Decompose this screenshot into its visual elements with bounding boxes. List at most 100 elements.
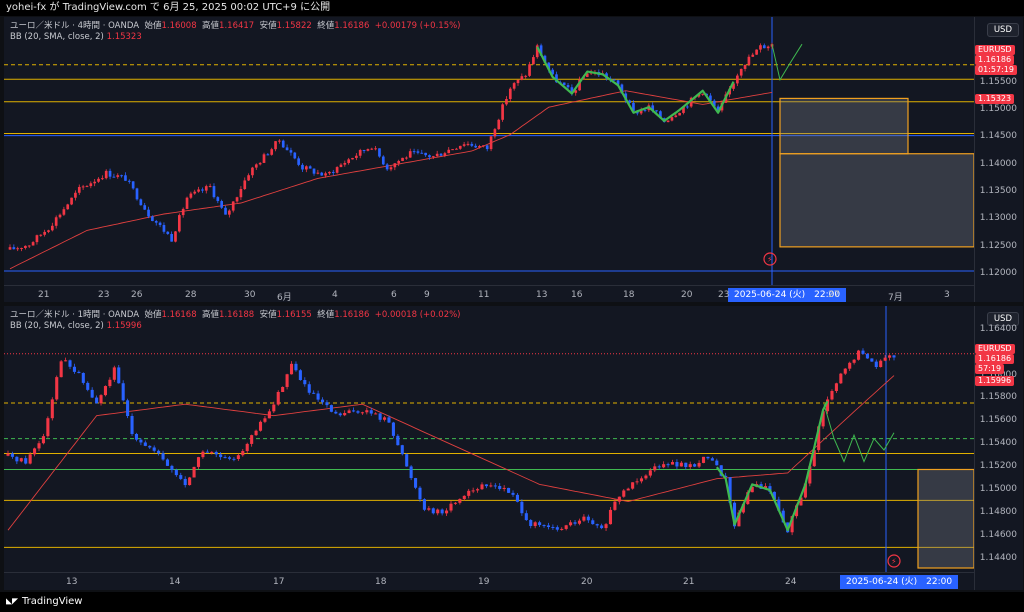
- candle: [493, 127, 497, 139]
- candle: [511, 490, 515, 497]
- currency-unit[interactable]: USD: [986, 312, 1019, 326]
- candle: [532, 54, 535, 65]
- candle: [674, 113, 678, 118]
- candle: [370, 147, 374, 150]
- wave-count-line[interactable]: [715, 400, 829, 532]
- candle: [750, 486, 754, 493]
- time-axis-label: 4: [332, 290, 338, 300]
- price-axis-label: 1.15800: [979, 392, 1017, 403]
- candle: [312, 168, 316, 176]
- wave-count-line[interactable]: [536, 46, 735, 123]
- time-axis-label: 3: [944, 290, 950, 300]
- candle: [192, 466, 196, 478]
- candle: [95, 395, 99, 404]
- chart-panel-1h[interactable]: ⚡ ユーロ／米ドル · 1時間 · OANDA 始値1.16168 高値1.16…: [4, 306, 1023, 591]
- price-axis[interactable]: USD 1.16400 1.16000 1.15800 1.15600 1.15400 1…: [974, 306, 1023, 590]
- candle: [335, 166, 339, 174]
- candle: [303, 377, 307, 387]
- candle: [414, 477, 418, 490]
- candle: [208, 183, 212, 188]
- candle: [732, 83, 735, 92]
- candle: [617, 496, 621, 505]
- footer-brand[interactable]: ◣◤ TradingView: [0, 592, 1024, 612]
- time-axis-label: 20: [681, 290, 693, 300]
- candlestick-chart-4h[interactable]: ⚡: [4, 17, 974, 285]
- candle: [378, 412, 382, 423]
- candle: [158, 221, 162, 228]
- candle: [586, 514, 590, 523]
- target-zone[interactable]: [917, 468, 974, 569]
- candle: [93, 179, 97, 187]
- candle: [622, 489, 626, 498]
- candle: [655, 110, 658, 113]
- candle: [355, 153, 358, 161]
- candle: [81, 184, 85, 190]
- candle: [383, 416, 387, 422]
- candle: [701, 93, 705, 96]
- candle: [743, 64, 747, 72]
- candlestick-chart-1h[interactable]: ⚡: [4, 306, 974, 572]
- time-axis-label: 13: [66, 577, 78, 587]
- candle: [369, 407, 373, 416]
- candle: [276, 390, 280, 406]
- alert-pulse-icon[interactable]: ⚡: [763, 252, 777, 266]
- candle: [139, 198, 143, 206]
- price-tag-last-price: 1.16186: [975, 354, 1015, 364]
- candle: [449, 500, 453, 513]
- target-zone-lower[interactable]: [779, 153, 974, 248]
- candle: [679, 461, 683, 467]
- svg-text:⚡: ⚡: [891, 557, 897, 566]
- price-axis-label: 1.15000: [979, 484, 1017, 495]
- candle: [528, 61, 531, 77]
- candle: [316, 390, 320, 402]
- candle: [422, 498, 426, 512]
- price-axis[interactable]: USD 1.15500 1.15000 1.14500 1.14000 1.13500 1…: [974, 17, 1023, 302]
- time-axis[interactable]: 2025-06-24 (火) 22:00 21 23 26 28 30 6月 4 6 9 11 13…: [4, 285, 974, 304]
- candle: [289, 361, 294, 375]
- candle: [706, 456, 710, 460]
- price-axis-label: 1.14600: [979, 529, 1017, 540]
- candle: [498, 483, 502, 491]
- candle: [108, 168, 112, 180]
- chart-panel-4h[interactable]: ⚡ ユーロ／米ドル · 4時間 · OANDA 始値1.16008 高値1.16…: [4, 17, 1023, 304]
- alert-pulse-icon[interactable]: ⚡: [887, 554, 901, 568]
- candle: [635, 478, 639, 485]
- candle: [715, 458, 719, 466]
- chart-area[interactable]: ⚡ ユーロ／米ドル · 4時間 · OANDA 始値1.16008 高値1.16…: [4, 17, 974, 285]
- candle: [439, 152, 443, 156]
- time-axis-label: 7月: [888, 293, 903, 303]
- candle: [189, 191, 193, 200]
- time-axis[interactable]: 2025-06-24 (火) 22:00 13 14 17 18 19 20 21 24: [4, 572, 974, 591]
- candle: [174, 468, 178, 477]
- candle: [50, 222, 54, 232]
- candle: [467, 488, 471, 499]
- candle: [148, 445, 152, 449]
- candle: [41, 433, 45, 445]
- chart-area[interactable]: ⚡ ユーロ／米ドル · 1時間 · OANDA 始値1.16168 高値1.16…: [4, 306, 974, 572]
- candle: [351, 407, 356, 413]
- candle: [16, 246, 20, 252]
- candle: [324, 171, 327, 178]
- target-zone-upper[interactable]: [779, 97, 909, 155]
- candle: [484, 484, 488, 489]
- candle: [241, 449, 245, 457]
- candle: [8, 244, 12, 250]
- projection-line[interactable]: [771, 43, 803, 82]
- projection-line[interactable]: [823, 404, 895, 463]
- candle: [285, 144, 289, 151]
- candle: [196, 456, 201, 469]
- candle: [524, 510, 528, 521]
- price-axis-label: 1.15200: [979, 461, 1017, 472]
- candle: [427, 506, 431, 512]
- candle: [35, 234, 39, 245]
- candle: [385, 163, 389, 171]
- candle: [502, 485, 506, 492]
- currency-unit[interactable]: USD: [986, 23, 1019, 37]
- candle: [121, 380, 125, 402]
- candle: [608, 507, 613, 525]
- time-axis-label: 21: [38, 290, 50, 300]
- candle: [420, 149, 424, 154]
- candle: [274, 141, 277, 152]
- candle: [235, 196, 239, 203]
- candle: [81, 372, 85, 385]
